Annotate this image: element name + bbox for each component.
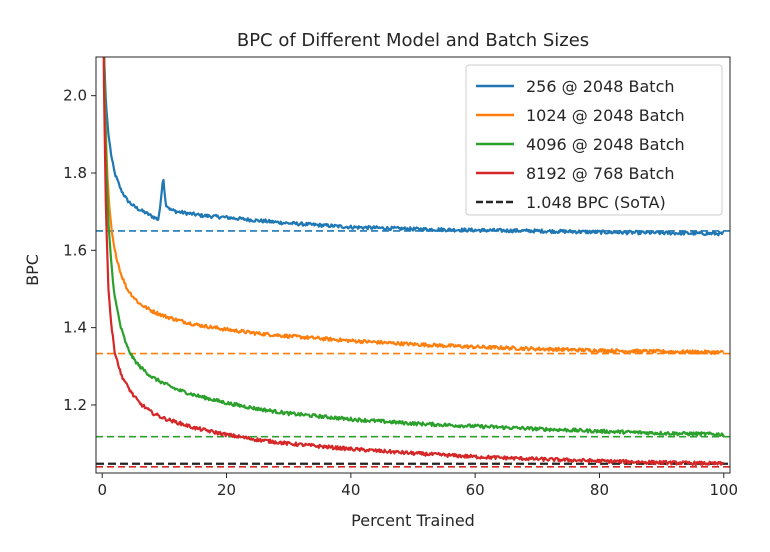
y-tick-label: 1.4 (63, 319, 87, 337)
legend-label-3: 4096 @ 2048 Batch (526, 135, 685, 154)
legend-box (465, 64, 723, 216)
x-tick-label: 60 (466, 481, 485, 499)
x-tick-label: 20 (217, 481, 236, 499)
y-axis-label: BPC (23, 254, 42, 286)
y-tick-label: 2.0 (63, 87, 87, 105)
legend-label-1: 256 @ 2048 Batch (526, 77, 675, 96)
x-tick-label: 0 (97, 481, 107, 499)
axes: 0 20 40 60 80 100 1.2 1.4 1.6 1.8 2.0 (63, 56, 738, 499)
plot-area (96, 57, 730, 468)
chart-title: BPC of Different Model and Batch Sizes (237, 30, 589, 51)
series-line-1 (103, 57, 725, 237)
legend-label-5: 1.048 BPC (SoTA) (526, 193, 666, 212)
plot-frame (95, 56, 731, 474)
legend-label-4: 8192 @ 768 Batch (526, 164, 675, 183)
series-line-2 (102, 57, 725, 356)
x-tick-label: 40 (341, 481, 360, 499)
legend-label-2: 1024 @ 2048 Batch (526, 106, 685, 125)
series-line-3 (103, 57, 725, 437)
y-tick-label: 1.2 (63, 396, 87, 414)
x-axis-label: Percent Trained (351, 511, 475, 530)
y-tick-label: 1.8 (63, 164, 87, 182)
series-line-4 (102, 57, 725, 466)
x-tick-label: 100 (709, 481, 738, 499)
x-tick-label: 80 (590, 481, 609, 499)
legend: 256 @ 2048 Batch 1024 @ 2048 Batch 4096 @ … (465, 64, 723, 216)
y-tick-label: 1.6 (63, 241, 87, 259)
